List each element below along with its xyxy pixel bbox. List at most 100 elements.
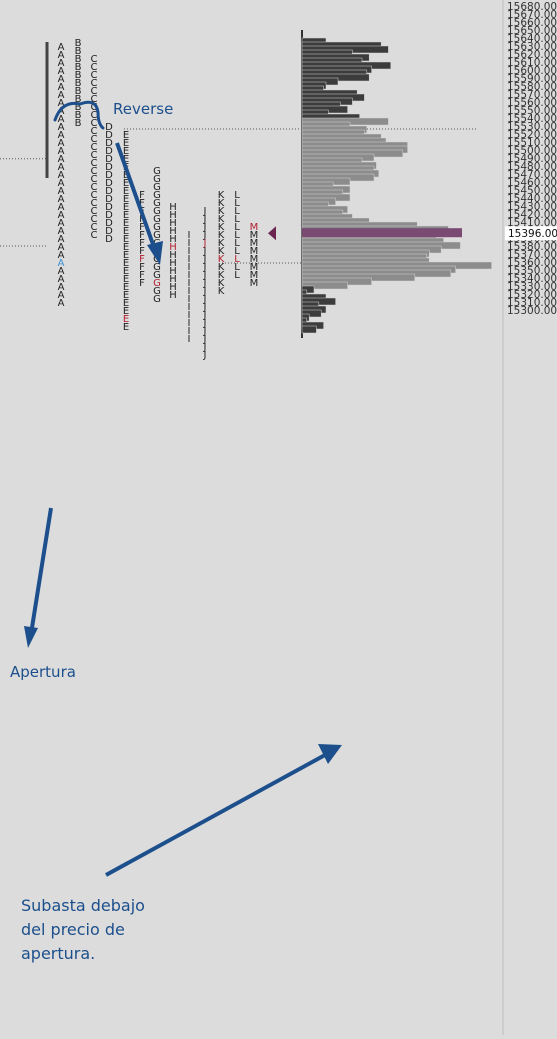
tpo-letter: G (153, 198, 161, 209)
tpo-letter: D (105, 122, 113, 133)
tpo-letter: J (203, 318, 207, 329)
tpo-letter: A (58, 234, 65, 245)
tpo-letter: C (91, 230, 98, 241)
tpo-letter: J (203, 294, 207, 305)
tpo-letter: G (153, 230, 161, 241)
tpo-letter: C (91, 62, 98, 73)
tpo-letter: A (58, 282, 65, 293)
tpo-letter: L (234, 254, 240, 265)
price-tick-label: 15330.00 (507, 281, 557, 293)
tpo-letter: F (139, 222, 145, 233)
tpo-letter: E (123, 298, 129, 309)
tpo-letter: G (153, 286, 161, 297)
tpo-letter: I (188, 310, 191, 321)
tpo-letter: D (105, 170, 113, 181)
volume-bar[interactable] (301, 281, 348, 290)
tpo-letter: L (234, 214, 240, 225)
volume-bar[interactable] (301, 285, 315, 294)
tpo-letter: B (75, 46, 82, 57)
tpo-letter: E (123, 154, 129, 165)
tpo-letter: K (218, 214, 225, 225)
tpo-letter: I (188, 254, 191, 265)
tpo-letter: A (58, 226, 65, 237)
price-tick-label: 15430.00 (507, 201, 557, 213)
arrowhead-subasta (318, 744, 342, 764)
tpo-letter: D (105, 146, 113, 157)
tpo-letter: E (123, 234, 129, 245)
tpo-letter: K (218, 278, 225, 289)
tpo-letter: C (91, 86, 98, 97)
tpo-letter: A (58, 218, 65, 229)
tpo-letter: B (75, 54, 82, 65)
tpo-letter: F (139, 190, 145, 201)
tpo-letter: H (169, 242, 177, 253)
tpo-letter: C (91, 78, 98, 89)
tpo-letter: B (75, 118, 82, 129)
tpo-letter: C (91, 182, 98, 193)
tpo-letter: L (234, 190, 240, 201)
tpo-letter: H (169, 290, 177, 301)
tpo-letter: E (123, 130, 129, 141)
tpo-letter: C (91, 102, 98, 113)
price-tick-label: 15650.00 (507, 25, 557, 37)
tpo-letter: A (58, 74, 65, 85)
tpo-letter: A (58, 290, 65, 301)
tpo-letter: J (203, 206, 207, 217)
tpo-letter: A (58, 298, 65, 309)
price-tick-label: 15560.00 (507, 97, 557, 109)
tpo-letter: C (91, 158, 98, 169)
tpo-letter: J (203, 222, 207, 233)
tpo-letter: A (58, 90, 65, 101)
tpo-letter: E (123, 274, 129, 285)
volume-profile[interactable] (268, 30, 492, 338)
tpo-letter: J (203, 286, 207, 297)
price-tick-label: 15500.00 (507, 145, 557, 157)
tpo-letter: H (169, 258, 177, 269)
tpo-letter: E (123, 322, 129, 333)
tpo-letter: K (218, 222, 225, 233)
price-tick-label: 15470.00 (507, 169, 557, 181)
tpo-letter: H (169, 274, 177, 285)
tpo-letter: H (169, 210, 177, 221)
tpo-letter: B (75, 110, 82, 121)
tpo-letter: L (234, 270, 240, 281)
tpo-letter: L (234, 222, 240, 233)
price-tick-label: 15320.00 (507, 289, 557, 301)
tpo-letter: E (123, 210, 129, 221)
tpo-letter: G (153, 190, 161, 201)
tpo-letter: A (58, 98, 65, 109)
tpo-letter: H (169, 282, 177, 293)
tpo-letter: A (58, 194, 65, 205)
tpo-letter: D (105, 130, 113, 141)
price-tick-label: 15660.00 (507, 17, 557, 29)
tpo-letter: H (169, 266, 177, 277)
volume-bar[interactable] (301, 309, 322, 318)
tpo-letter: C (91, 190, 98, 201)
tpo-letter: J (203, 278, 207, 289)
tpo-letter: J (203, 326, 207, 337)
tpo-letter: A (58, 82, 65, 93)
tpo-letter: A (58, 162, 65, 173)
tpo-letter: A (58, 258, 65, 269)
volume-bar[interactable] (301, 325, 317, 334)
tpo-letter: D (105, 210, 113, 221)
tpo-letter: G (153, 166, 161, 177)
tpo-letter: J (203, 270, 207, 281)
tpo-letter: F (139, 198, 145, 209)
reverse-curve (53, 100, 105, 130)
tpo-letter: C (91, 214, 98, 225)
highlighted-price-label: 15396.00 (508, 228, 557, 240)
tpo-letter: F (139, 278, 145, 289)
tpo-letter: B (75, 94, 82, 105)
price-tick-label: 15380.00 (507, 241, 557, 253)
tpo-letter: C (91, 110, 98, 121)
tpo-letter: M (250, 262, 259, 273)
annotation-subasta-line: apertura. (21, 944, 95, 963)
tpo-letter: J (203, 334, 207, 345)
tpo-letter: L (234, 262, 240, 273)
tpo-letter: K (218, 262, 225, 273)
arrow-subasta (105, 753, 326, 877)
tpo-letter: K (218, 286, 225, 297)
tpo-letter: A (58, 178, 65, 189)
price-tick-label: 15640.00 (507, 33, 557, 45)
